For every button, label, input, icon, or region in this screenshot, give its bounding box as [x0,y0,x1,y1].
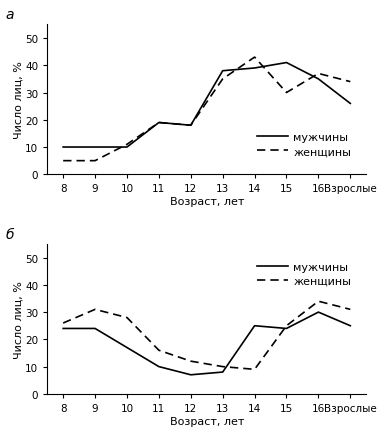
женщины [125,142,129,148]
Y-axis label: Число лиц, %: Число лиц, % [14,280,24,358]
женщины [61,159,66,164]
мужчины [284,326,289,331]
мужчины [61,326,66,331]
Legend: мужчины, женщины: мужчины, женщины [257,262,351,286]
мужчины [348,323,353,329]
женщины [220,77,225,82]
X-axis label: Возраст, лет: Возраст, лет [169,197,244,207]
мужчины [93,145,97,150]
мужчины [188,372,193,378]
женщины [348,80,353,85]
женщины [220,364,225,369]
мужчины [220,69,225,74]
мужчины [61,145,66,150]
Text: б: б [6,227,14,241]
женщины [252,367,257,372]
Y-axis label: Число лиц, %: Число лиц, % [14,61,24,139]
мужчины [157,364,161,369]
мужчины [348,102,353,107]
мужчины [316,77,321,82]
мужчины [252,66,257,72]
женщины [61,321,66,326]
женщины [252,56,257,61]
женщины [157,348,161,353]
мужчины [93,326,97,331]
мужчины [125,145,129,150]
женщины [316,72,321,77]
мужчины [316,310,321,315]
женщины [188,123,193,128]
мужчины [188,123,193,128]
мужчины [220,370,225,375]
женщины [157,121,161,126]
Text: а: а [6,8,14,22]
женщины [316,299,321,304]
Legend: мужчины, женщины: мужчины, женщины [257,132,351,157]
Line: женщины: женщины [63,302,350,369]
женщины [284,323,289,329]
Line: мужчины: мужчины [63,63,350,148]
женщины [284,91,289,96]
мужчины [157,121,161,126]
женщины [188,359,193,364]
женщины [125,315,129,320]
мужчины [284,61,289,66]
Line: женщины: женщины [63,58,350,161]
мужчины [125,345,129,350]
женщины [93,307,97,312]
X-axis label: Возраст, лет: Возраст, лет [169,416,244,426]
мужчины [252,323,257,329]
Line: мужчины: мужчины [63,312,350,375]
женщины [348,307,353,312]
женщины [93,159,97,164]
